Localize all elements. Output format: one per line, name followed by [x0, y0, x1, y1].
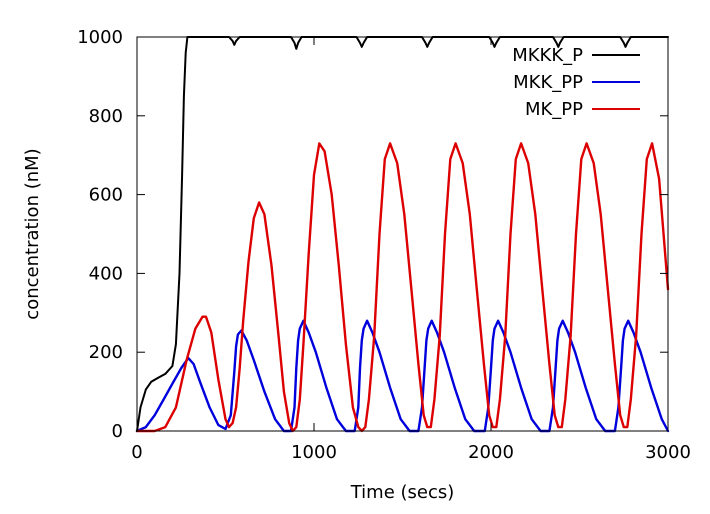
- legend: MKKK_P MKK_PP MK_PP: [512, 45, 640, 120]
- x-axis: 0 1000 2000 3000: [131, 37, 691, 463]
- y-tick-label: 200: [89, 342, 123, 363]
- y-tick-label: 600: [89, 185, 123, 206]
- legend-label-mkk-pp: MKK_PP: [513, 72, 583, 93]
- y-tick-label: 0: [112, 421, 123, 442]
- plot-lines: [137, 37, 668, 431]
- y-tick-label: 800: [89, 106, 123, 127]
- y-tick-label: 400: [89, 263, 123, 284]
- x-tick-label: 3000: [645, 442, 691, 463]
- x-tick-label: 2000: [468, 442, 514, 463]
- legend-label-mk-pp: MK_PP: [525, 99, 583, 120]
- y-tick-label: 1000: [77, 27, 123, 48]
- series-line-mk-pp: [137, 143, 668, 431]
- x-axis-title: Time (secs): [350, 482, 455, 503]
- x-tick-label: 1000: [291, 442, 337, 463]
- x-tick-label: 0: [131, 442, 142, 463]
- y-axis-title: concentration (nM): [22, 148, 43, 319]
- legend-label-mkkk-p: MKKK_P: [512, 45, 583, 66]
